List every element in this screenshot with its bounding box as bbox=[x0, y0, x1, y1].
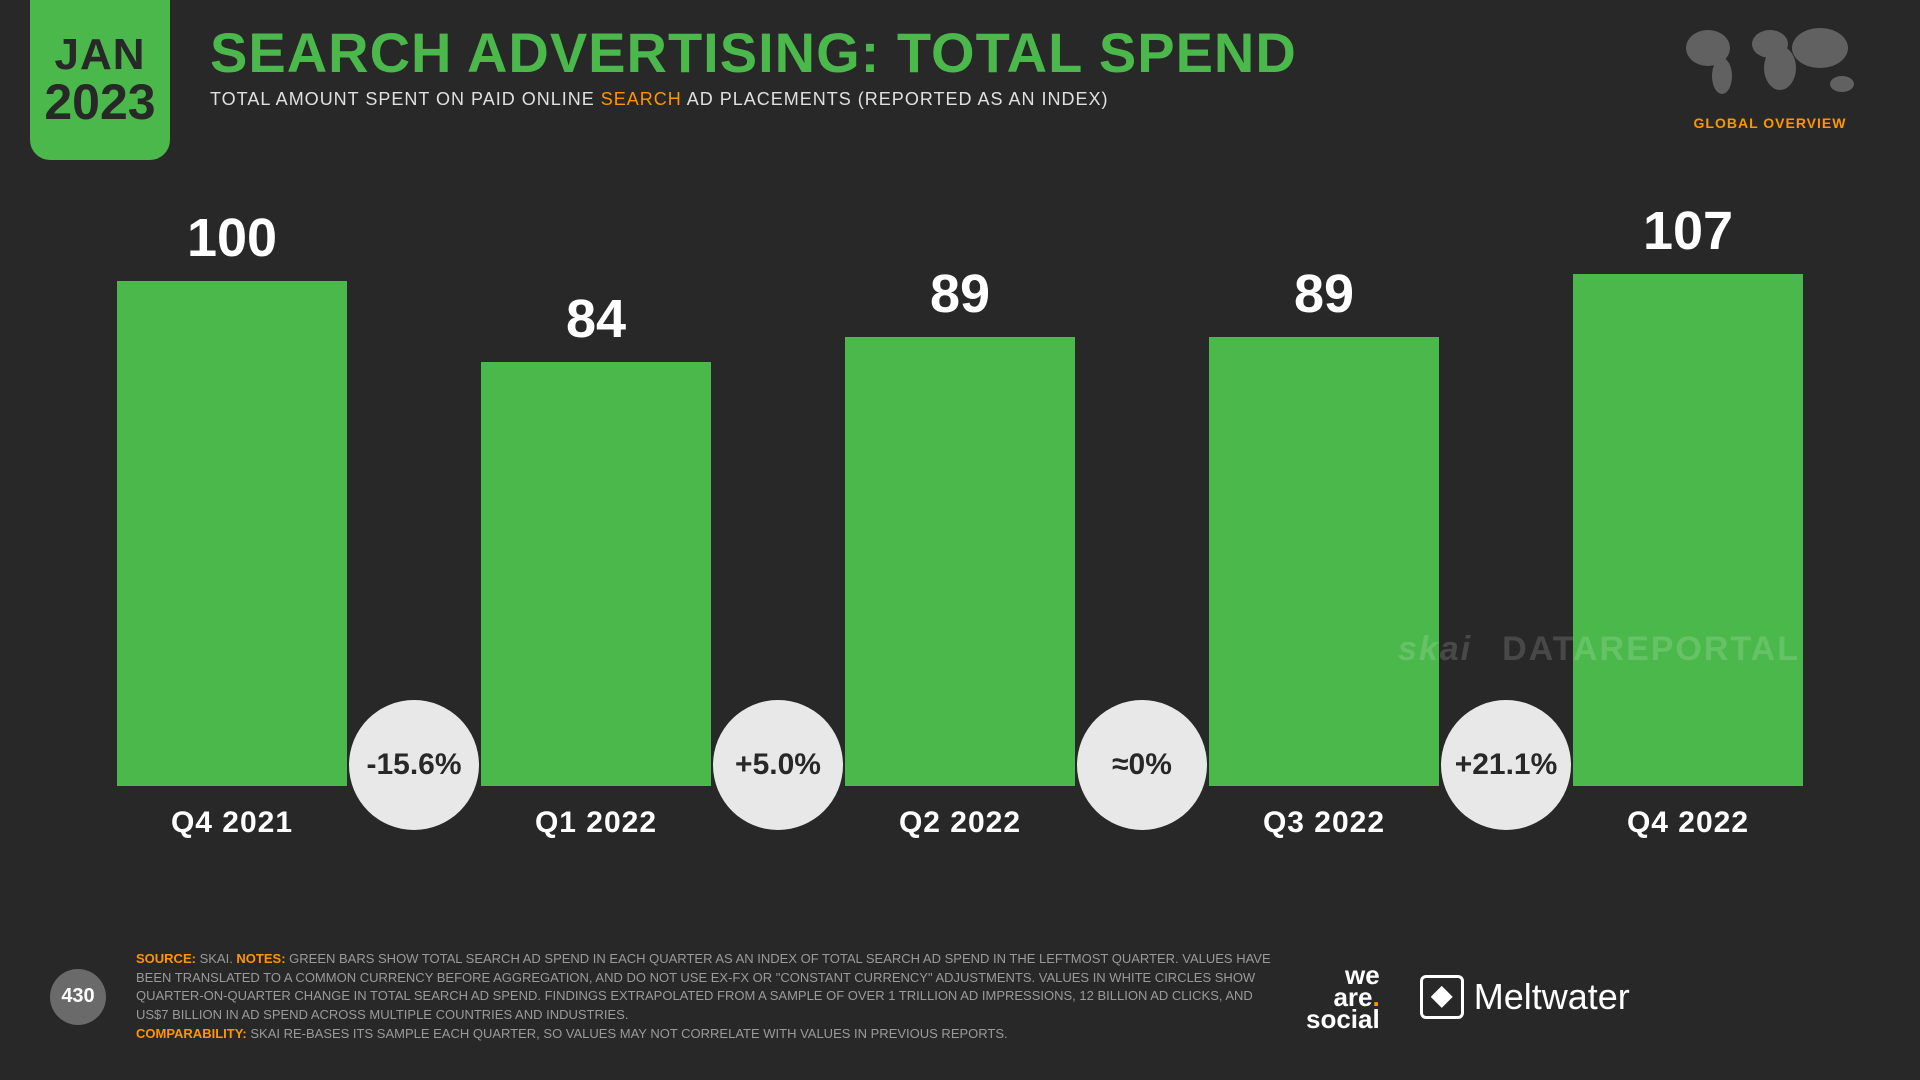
page-subtitle: TOTAL AMOUNT SPENT ON PAID ONLINE SEARCH… bbox=[210, 89, 1660, 110]
world-label: GLOBAL OVERVIEW bbox=[1670, 115, 1870, 131]
bar-label: Q3 2022 bbox=[1263, 806, 1385, 840]
watermark-skai: skai bbox=[1398, 630, 1472, 669]
date-month: JAN bbox=[54, 33, 145, 77]
bar-label: Q4 2022 bbox=[1627, 806, 1749, 840]
meltwater-text: Meltwater bbox=[1474, 976, 1630, 1018]
comp-text: SKAI RE-BASES ITS SAMPLE EACH QUARTER, S… bbox=[247, 1026, 1008, 1041]
bar-group: 100Q4 2021-15.6% bbox=[50, 200, 414, 840]
change-circle: -15.6% bbox=[349, 700, 479, 830]
notes-label: NOTES: bbox=[236, 951, 285, 966]
footer-notes: SOURCE: SKAI. NOTES: GREEN BARS SHOW TOT… bbox=[136, 950, 1276, 1044]
page-title: SEARCH ADVERTISING: TOTAL SPEND bbox=[210, 20, 1660, 85]
bar bbox=[481, 362, 711, 786]
change-circle: +5.0% bbox=[713, 700, 843, 830]
source-label: SOURCE: bbox=[136, 951, 196, 966]
comp-label: COMPARABILITY: bbox=[136, 1026, 247, 1041]
bar bbox=[1573, 274, 1803, 786]
watermark: skai DATAREPORTAL bbox=[1398, 630, 1800, 669]
bar-label: Q1 2022 bbox=[535, 806, 657, 840]
bar-value: 89 bbox=[930, 263, 990, 325]
we-are-social-logo: we are. social bbox=[1306, 964, 1380, 1030]
date-year: 2023 bbox=[44, 77, 155, 127]
footer: 430 SOURCE: SKAI. NOTES: GREEN BARS SHOW… bbox=[50, 950, 1870, 1044]
subtitle-pre: TOTAL AMOUNT SPENT ON PAID ONLINE bbox=[210, 89, 601, 109]
was-line3: social bbox=[1306, 1008, 1380, 1030]
bar-value: 100 bbox=[187, 207, 277, 269]
brand-logos: we are. social Meltwater bbox=[1306, 964, 1630, 1030]
world-map-icon bbox=[1670, 18, 1870, 108]
bar bbox=[845, 337, 1075, 786]
subtitle-highlight: SEARCH bbox=[601, 89, 682, 109]
notes-text: GREEN BARS SHOW TOTAL SEARCH AD SPEND IN… bbox=[136, 951, 1271, 1023]
subtitle-post: AD PLACEMENTS (REPORTED AS AN INDEX) bbox=[682, 89, 1109, 109]
bar bbox=[117, 281, 347, 786]
bar bbox=[1209, 337, 1439, 786]
world-map-block: GLOBAL OVERVIEW bbox=[1670, 18, 1870, 131]
header: SEARCH ADVERTISING: TOTAL SPEND TOTAL AM… bbox=[210, 20, 1660, 110]
page-number: 430 bbox=[50, 969, 106, 1025]
watermark-datareportal: DATAREPORTAL bbox=[1502, 630, 1800, 669]
source-text: SKAI. bbox=[196, 951, 236, 966]
bar-value: 107 bbox=[1643, 200, 1733, 262]
meltwater-logo: Meltwater bbox=[1420, 975, 1630, 1019]
bar-value: 89 bbox=[1294, 263, 1354, 325]
meltwater-icon bbox=[1420, 975, 1464, 1019]
change-circle: ≈0% bbox=[1077, 700, 1207, 830]
change-circle: +21.1% bbox=[1441, 700, 1571, 830]
date-badge: JAN 2023 bbox=[30, 0, 170, 160]
bar-chart: 100 Q4 2021 -15.6% 84 Q1 2022 +5.0% 89 Q2 2022 ≈… bbox=[50, 200, 1870, 840]
bar-value: 84 bbox=[566, 288, 626, 350]
bar-label: Q4 2021 bbox=[171, 806, 293, 840]
bar-label: Q2 2022 bbox=[899, 806, 1021, 840]
